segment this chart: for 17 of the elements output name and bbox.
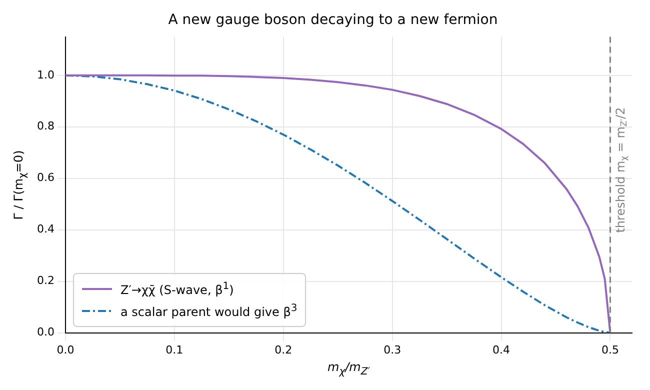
legend-label: Z′→χχ̄ (S-wave, β$^{1}$) <box>120 280 234 297</box>
x-tick-label: 0.0 <box>56 343 74 356</box>
x-tick-label: 0.5 <box>601 343 619 356</box>
chart-title: A new gauge boson decaying to a new fermion <box>168 12 498 28</box>
legend-label: a scalar parent would give β$^{3}$ <box>120 302 298 319</box>
y-tick-label: 0.4 <box>36 222 54 236</box>
y-tick-label: 0.2 <box>36 274 54 288</box>
y-tick-label: 1.0 <box>36 68 54 82</box>
x-tick-label: 0.4 <box>492 343 510 356</box>
x-axis-title: m$_{χ}$/m$_{Z′}$ <box>326 360 371 378</box>
x-tick-label: 0.2 <box>274 343 292 356</box>
y-tick-label: 0.6 <box>36 171 54 184</box>
x-tick-label: 0.3 <box>384 343 402 356</box>
ref-line-label: threshold mχ = mZ′/2 <box>613 107 628 233</box>
x-tick-label: 0.1 <box>166 343 184 356</box>
y-tick-label: 0.8 <box>36 120 54 133</box>
y-tick-label: 0.0 <box>36 326 54 339</box>
